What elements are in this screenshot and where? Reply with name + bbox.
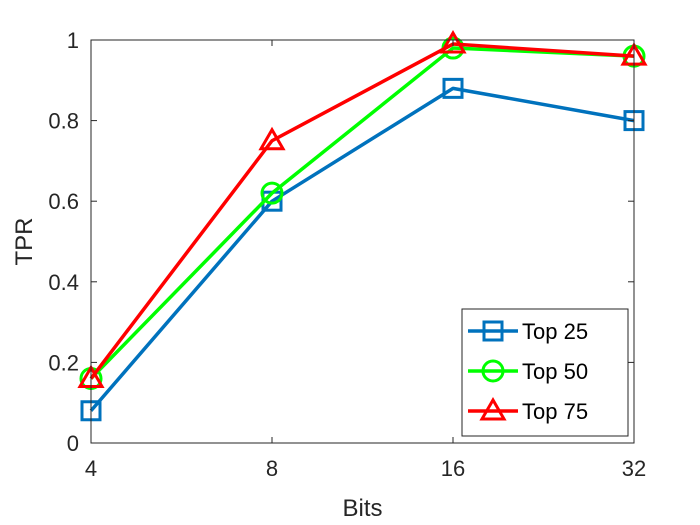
x-tick-label: 4 (85, 456, 97, 481)
data-point-triangle (258, 126, 286, 151)
y-tick-label: 0.6 (48, 189, 79, 214)
axis-ticks: 4 8 16 32 0 0.2 0.4 0.6 0.8 1 (48, 28, 646, 481)
legend-marker-circle (481, 359, 505, 383)
legend-item: Top 50 (468, 359, 588, 384)
data-point-square (442, 77, 464, 99)
legend-marker-triangle (479, 397, 507, 421)
x-tick-label: 16 (441, 456, 465, 481)
series-top-75 (77, 30, 648, 389)
data-point-circle (260, 181, 284, 205)
data-point-triangle (439, 30, 467, 54)
y-tick-label: 0.4 (48, 270, 79, 295)
y-tick-label: 0.2 (48, 350, 79, 375)
legend: Top 25 Top 50 Top 75 (461, 308, 629, 437)
legend-item: Top 75 (468, 397, 588, 424)
y-tick-label: 1 (67, 28, 79, 53)
series-line (89, 46, 635, 380)
x-axis-label: Bits (342, 495, 382, 522)
series-line (89, 42, 635, 380)
legend-label: Top 25 (522, 319, 588, 344)
series-line (89, 86, 635, 412)
legend-label: Top 50 (522, 359, 588, 384)
x-tick-label: 8 (266, 456, 278, 481)
legend-item: Top 25 (468, 319, 588, 344)
legend-label: Top 75 (522, 399, 588, 424)
x-tick-label: 32 (622, 456, 646, 481)
y-axis-label: TPR (11, 218, 38, 266)
legend-marker-square (482, 320, 504, 342)
y-tick-label: 0.8 (48, 109, 79, 134)
y-tick-label: 0 (67, 431, 79, 456)
plot-area-frame (90, 39, 635, 444)
